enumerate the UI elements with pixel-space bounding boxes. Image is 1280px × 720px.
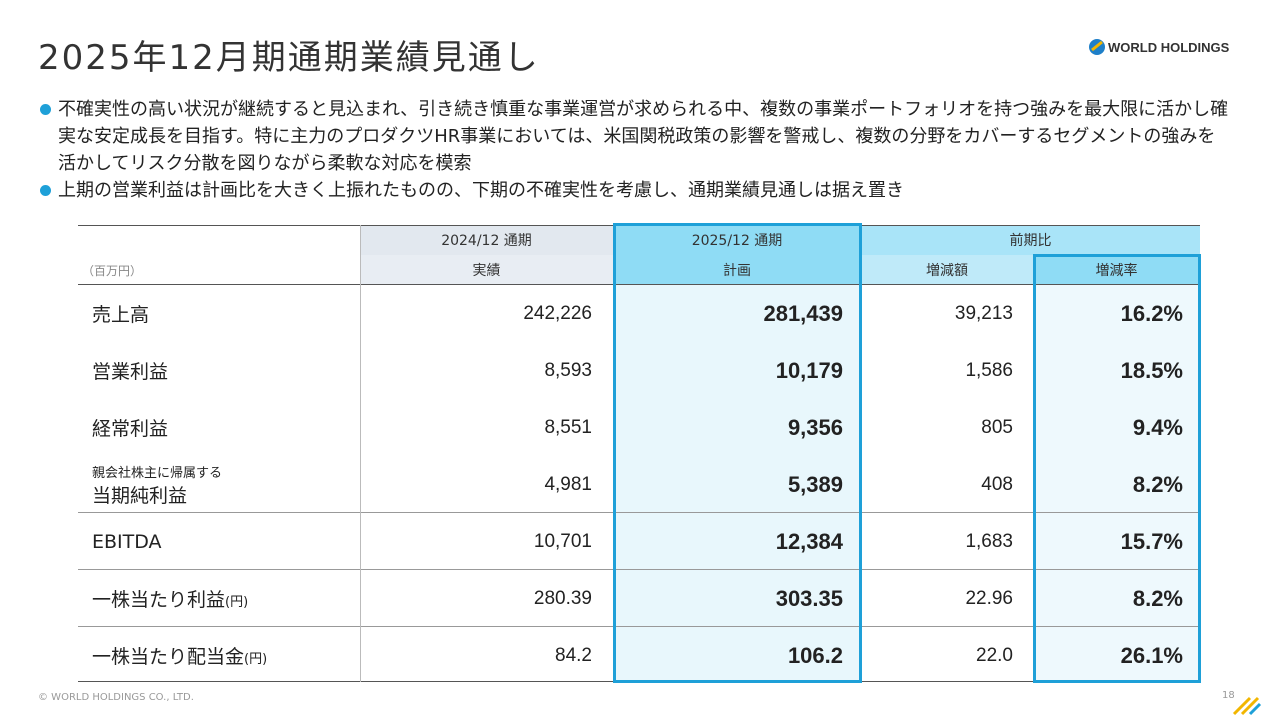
cell-value: 8,593 <box>544 359 592 381</box>
copyright: © WORLD HOLDINGS CO., LTD. <box>38 692 194 703</box>
label: 一株当たり利益 <box>92 589 226 611</box>
logo-icon <box>1089 39 1105 55</box>
cell-value: 9.4% <box>1132 414 1183 440</box>
cell-value: 4,981 <box>544 473 592 495</box>
rate-body-bg <box>1033 285 1200 682</box>
row-label-text: 当期純利益 <box>92 481 187 508</box>
row-label-text: 経常利益 <box>92 414 168 441</box>
cell-value: 5,389 <box>787 471 843 497</box>
cell-value: 242,226 <box>523 302 592 324</box>
row-label: 一株当たり配当金(円) <box>92 627 352 684</box>
period-header: 前期比 <box>1009 233 1052 249</box>
col-line <box>360 225 361 682</box>
header-bg <box>613 225 861 285</box>
row-note: 親会社株主に帰属する <box>92 465 223 481</box>
bullet-text: 上期の営業利益は計画比を大きく上振れたものの、下期の不確実性を考慮し、通期業績見… <box>58 180 904 201</box>
label: 営業利益 <box>92 361 169 383</box>
cell-value: 303.35 <box>775 585 843 611</box>
column-header: 増減率 <box>1095 263 1138 279</box>
cell-value: 805 <box>981 416 1013 438</box>
cell-value: 84.2 <box>555 644 592 666</box>
label: 経常利益 <box>92 418 169 440</box>
logo: WORLD HOLDINGS <box>1108 40 1230 55</box>
corner-mark <box>1232 696 1262 716</box>
unit: (円) <box>225 595 249 610</box>
label: EBITDA <box>92 530 162 553</box>
row-line <box>78 284 1200 285</box>
column-header: 増減額 <box>926 263 968 279</box>
cell-value: 39,213 <box>954 302 1013 324</box>
row-line <box>78 512 1200 513</box>
cell-value: 22.0 <box>976 644 1013 666</box>
cell-value: 8.2% <box>1132 585 1183 611</box>
header-bg <box>861 255 1033 285</box>
label: 売上高 <box>92 304 150 326</box>
cell-value: 10,701 <box>533 530 592 552</box>
cell-value: 1,586 <box>965 359 1013 381</box>
unit: (円) <box>244 652 268 667</box>
cell-value: 8,551 <box>544 416 592 438</box>
header-bg <box>1033 255 1200 285</box>
bullet-dot <box>40 104 51 115</box>
unit-label: （百万円） <box>82 263 143 278</box>
plan-body-bg <box>613 285 861 682</box>
bullet-dot <box>40 185 51 196</box>
cell-value: 10,179 <box>775 357 843 383</box>
column-header: 実績 <box>472 263 501 279</box>
header-bg <box>360 225 613 255</box>
row-label-text: EBITDA <box>92 531 162 553</box>
cell-value: 281,439 <box>763 300 843 326</box>
title: 2025年12月期通期業績見通し <box>38 38 540 78</box>
cell-value: 18.5% <box>1120 357 1183 383</box>
highlight-border <box>1033 254 1201 683</box>
label: 当期純利益 <box>92 484 188 507</box>
row-line <box>78 626 1200 627</box>
row-label-text: 営業利益 <box>92 357 168 384</box>
cell-value: 9,356 <box>787 414 843 440</box>
row-label: 売上高 <box>92 285 352 342</box>
row-label: 営業利益 <box>92 342 352 399</box>
row-label: EBITDA <box>92 513 352 570</box>
cell-value: 408 <box>981 473 1013 495</box>
page-number: 18 <box>1222 690 1235 701</box>
row-line <box>78 569 1200 570</box>
cell-value: 280.39 <box>533 587 592 609</box>
row-label-text: 一株当たり利益(円) <box>92 585 248 612</box>
cell-value: 26.1% <box>1120 642 1183 668</box>
header-bg <box>360 255 613 285</box>
row-label: 経常利益 <box>92 399 352 456</box>
cell-value: 12,384 <box>775 528 843 554</box>
cell-value: 106.2 <box>787 642 843 668</box>
cell-value: 22.96 <box>965 587 1013 609</box>
highlight-border <box>613 223 862 683</box>
bullet-text: 不確実性の高い状況が継続すると見込まれ、引き続き慎重な事業運営が求められる中、複… <box>58 99 1229 174</box>
cell-value: 8.2% <box>1132 471 1183 497</box>
row-label-text: 売上高 <box>92 300 149 327</box>
period-header: 2025/12 通期 <box>691 233 783 249</box>
cell-value: 15.7% <box>1120 528 1183 554</box>
header-bg <box>861 225 1200 255</box>
row-label-text: 一株当たり配当金(円) <box>92 642 267 669</box>
column-header: 計画 <box>723 263 751 279</box>
cell-value: 16.2% <box>1120 300 1183 326</box>
period-header: 2024/12 通期 <box>441 233 532 249</box>
label: 一株当たり配当金 <box>92 646 245 668</box>
row-label: 親会社株主に帰属する当期純利益 <box>92 456 352 513</box>
cell-value: 1,683 <box>965 530 1013 552</box>
row-label: 一株当たり利益(円) <box>92 570 352 627</box>
